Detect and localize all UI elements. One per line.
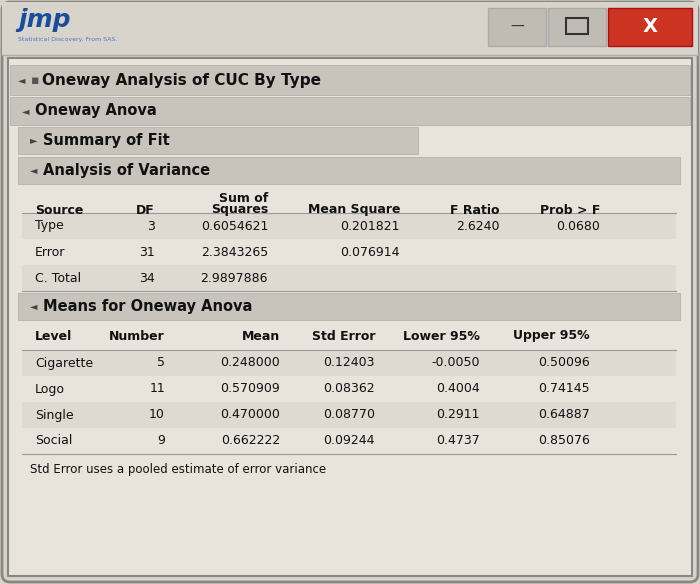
Text: —: — (510, 20, 524, 34)
Text: Type: Type (35, 220, 64, 232)
Text: Oneway Anova: Oneway Anova (35, 103, 157, 119)
Text: 0.248000: 0.248000 (220, 356, 280, 370)
Text: Number: Number (109, 329, 165, 342)
Bar (22, 213, 676, 239)
Text: 0.85076: 0.85076 (538, 434, 590, 447)
Text: X: X (643, 18, 657, 36)
Text: Statistical Discovery. From SAS.: Statistical Discovery. From SAS. (18, 37, 118, 43)
Text: 0.201821: 0.201821 (340, 220, 400, 232)
Text: Source: Source (35, 203, 83, 217)
Text: ▪: ▪ (31, 74, 39, 86)
Text: C. Total: C. Total (35, 272, 81, 284)
Text: Mean: Mean (241, 329, 280, 342)
Text: Squares: Squares (211, 203, 268, 217)
Bar (22, 428, 676, 454)
Text: DF: DF (136, 203, 155, 217)
Bar (608, 8, 692, 46)
Text: F Ratio: F Ratio (451, 203, 500, 217)
Bar (548, 8, 606, 46)
Text: ◄: ◄ (22, 106, 29, 116)
Text: Summary of Fit: Summary of Fit (43, 133, 169, 148)
Text: 34: 34 (139, 272, 155, 284)
Text: Oneway Analysis of CUC By Type: Oneway Analysis of CUC By Type (42, 72, 321, 88)
Text: 9: 9 (157, 434, 165, 447)
Bar (18, 157, 680, 184)
Text: 11: 11 (149, 383, 165, 395)
Text: 2.9897886: 2.9897886 (200, 272, 268, 284)
Text: Analysis of Variance: Analysis of Variance (43, 162, 210, 178)
Text: Single: Single (35, 408, 74, 422)
Text: Logo: Logo (35, 383, 65, 395)
Bar (488, 8, 546, 46)
Bar (22, 350, 676, 376)
Text: Cigarette: Cigarette (35, 356, 93, 370)
Text: 10: 10 (149, 408, 165, 422)
Text: 31: 31 (139, 245, 155, 259)
Text: 2.3843265: 2.3843265 (201, 245, 268, 259)
Text: 0.570909: 0.570909 (220, 383, 280, 395)
Bar (22, 376, 676, 402)
Text: 5: 5 (157, 356, 165, 370)
Text: 0.076914: 0.076914 (340, 245, 400, 259)
Text: 0.09244: 0.09244 (323, 434, 375, 447)
Text: 3: 3 (147, 220, 155, 232)
Bar (22, 185, 676, 300)
Bar (10, 97, 690, 125)
Text: Social: Social (35, 434, 72, 447)
Text: 0.662222: 0.662222 (220, 434, 280, 447)
Text: 0.6054621: 0.6054621 (201, 220, 268, 232)
Text: 0.08362: 0.08362 (323, 383, 375, 395)
Bar (22, 239, 676, 265)
Bar (22, 402, 676, 428)
Text: Lower 95%: Lower 95% (403, 329, 480, 342)
Text: 0.470000: 0.470000 (220, 408, 280, 422)
Text: Upper 95%: Upper 95% (513, 329, 590, 342)
Text: ◄: ◄ (18, 75, 25, 85)
Text: ◄: ◄ (30, 165, 38, 175)
Text: Means for Oneway Anova: Means for Oneway Anova (43, 298, 253, 314)
Text: Level: Level (35, 329, 72, 342)
Text: Std Error uses a pooled estimate of error variance: Std Error uses a pooled estimate of erro… (30, 464, 326, 477)
Text: ►: ► (30, 135, 38, 145)
Bar (8, 58, 692, 576)
Text: -0.0050: -0.0050 (431, 356, 480, 370)
Text: Sum of: Sum of (218, 193, 268, 206)
Text: Error: Error (35, 245, 65, 259)
Bar (10, 65, 690, 95)
Text: 0.74145: 0.74145 (538, 383, 590, 395)
Text: Mean Square: Mean Square (307, 203, 400, 217)
Text: 0.4737: 0.4737 (436, 434, 480, 447)
Bar (566, 18, 588, 34)
Bar (18, 293, 680, 320)
Text: 0.0680: 0.0680 (556, 220, 600, 232)
Text: Std Error: Std Error (312, 329, 375, 342)
Text: jmp: jmp (18, 8, 71, 32)
Text: 0.64887: 0.64887 (538, 408, 590, 422)
Text: 0.08770: 0.08770 (323, 408, 375, 422)
Bar (22, 265, 676, 291)
Text: 2.6240: 2.6240 (456, 220, 500, 232)
Text: +: + (20, 9, 27, 18)
Bar (18, 127, 418, 154)
Text: 0.12403: 0.12403 (323, 356, 375, 370)
Text: 0.50096: 0.50096 (538, 356, 590, 370)
Text: 0.4004: 0.4004 (436, 383, 480, 395)
Bar (2, 2, 698, 55)
Text: 0.2911: 0.2911 (437, 408, 480, 422)
Text: Prob > F: Prob > F (540, 203, 600, 217)
Text: ◄: ◄ (30, 301, 38, 311)
